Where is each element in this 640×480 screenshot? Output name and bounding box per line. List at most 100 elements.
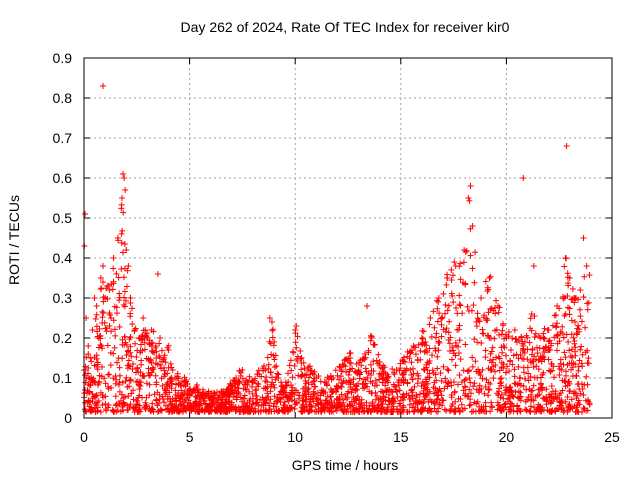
data-point bbox=[310, 378, 317, 385]
data-point bbox=[116, 364, 123, 371]
data-point bbox=[343, 379, 350, 386]
data-point bbox=[548, 383, 555, 390]
data-point bbox=[489, 404, 496, 411]
data-point bbox=[292, 339, 299, 346]
data-point bbox=[586, 401, 593, 408]
data-point bbox=[397, 360, 404, 367]
data-point bbox=[380, 389, 387, 396]
data-point bbox=[269, 327, 276, 334]
data-point bbox=[407, 366, 414, 373]
data-point bbox=[559, 330, 566, 337]
data-point bbox=[463, 247, 470, 254]
data-point bbox=[91, 362, 98, 369]
data-point bbox=[565, 338, 572, 345]
x-tick-label: 15 bbox=[393, 429, 409, 445]
data-point bbox=[537, 380, 544, 387]
data-point bbox=[353, 360, 360, 367]
data-point bbox=[137, 379, 144, 386]
data-point bbox=[466, 367, 473, 374]
data-point bbox=[147, 371, 154, 378]
data-point bbox=[575, 328, 582, 335]
data-point bbox=[146, 381, 153, 388]
data-point bbox=[450, 347, 457, 354]
x-tick-label: 20 bbox=[499, 429, 515, 445]
data-point bbox=[551, 312, 558, 319]
data-point bbox=[336, 376, 343, 383]
data-point bbox=[479, 375, 486, 382]
data-point bbox=[121, 265, 128, 272]
data-point bbox=[424, 374, 431, 381]
data-point bbox=[557, 399, 564, 406]
data-point bbox=[577, 313, 584, 320]
data-point bbox=[498, 375, 505, 382]
data-point bbox=[488, 367, 495, 374]
data-point bbox=[240, 395, 247, 402]
data-point bbox=[289, 348, 296, 355]
data-point bbox=[153, 379, 160, 386]
data-point bbox=[95, 344, 102, 351]
data-point bbox=[527, 315, 534, 322]
data-point bbox=[424, 367, 431, 374]
data-point bbox=[456, 292, 463, 299]
data-point bbox=[460, 259, 467, 266]
data-point bbox=[132, 340, 139, 347]
data-point bbox=[462, 384, 469, 391]
data-point bbox=[497, 394, 504, 401]
data-point bbox=[415, 341, 422, 348]
data-point bbox=[467, 401, 474, 408]
data-point bbox=[510, 352, 517, 359]
data-point bbox=[380, 393, 387, 400]
data-point bbox=[93, 311, 100, 318]
data-point bbox=[543, 394, 550, 401]
data-point bbox=[438, 321, 445, 328]
data-point bbox=[422, 347, 429, 354]
data-point bbox=[540, 369, 547, 376]
data-point bbox=[418, 383, 425, 390]
data-point bbox=[500, 322, 507, 329]
data-point bbox=[110, 265, 117, 272]
data-point bbox=[121, 288, 128, 295]
data-point bbox=[552, 312, 559, 319]
data-point bbox=[529, 387, 536, 394]
data-point bbox=[482, 354, 489, 361]
data-point bbox=[555, 363, 562, 370]
data-point bbox=[323, 379, 330, 386]
data-point bbox=[497, 375, 504, 382]
y-tick-label: 0 bbox=[64, 410, 72, 426]
data-point bbox=[426, 345, 433, 352]
data-point bbox=[511, 373, 518, 380]
data-point bbox=[532, 330, 539, 337]
data-point bbox=[488, 399, 495, 406]
data-point bbox=[438, 378, 445, 385]
data-point bbox=[476, 318, 483, 325]
data-point bbox=[238, 369, 245, 376]
data-point bbox=[466, 197, 473, 204]
data-point bbox=[443, 407, 450, 414]
data-point bbox=[443, 281, 450, 288]
data-point bbox=[102, 325, 109, 332]
data-point bbox=[564, 292, 571, 299]
data-point bbox=[121, 240, 128, 247]
data-point bbox=[435, 347, 442, 354]
data-point bbox=[132, 369, 139, 376]
data-point bbox=[576, 306, 583, 313]
data-point bbox=[457, 260, 464, 267]
data-point bbox=[445, 367, 452, 374]
data-point bbox=[121, 303, 128, 310]
data-point bbox=[420, 399, 427, 406]
data-point bbox=[489, 344, 496, 351]
data-points bbox=[81, 83, 593, 415]
data-point bbox=[127, 310, 134, 317]
data-point bbox=[135, 394, 142, 401]
data-point bbox=[460, 367, 467, 374]
data-point bbox=[452, 362, 459, 369]
data-point bbox=[372, 377, 379, 384]
data-point bbox=[394, 393, 401, 400]
data-point bbox=[487, 408, 494, 415]
data-point bbox=[112, 380, 119, 387]
data-point bbox=[584, 306, 591, 313]
data-point bbox=[375, 351, 382, 358]
x-tick-label: 25 bbox=[604, 429, 620, 445]
chart-title: Day 262 of 2024, Rate Of TEC Index for r… bbox=[181, 19, 510, 35]
data-point bbox=[264, 390, 271, 397]
